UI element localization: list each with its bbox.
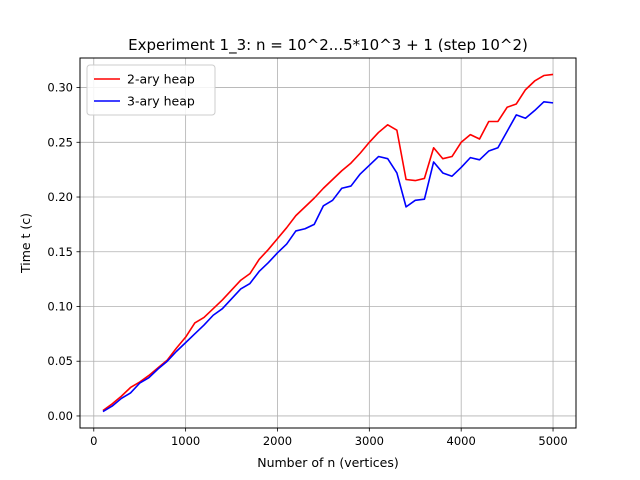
grid — [80, 58, 576, 428]
x-tick-label: 0 — [90, 434, 97, 448]
y-tick-label: 0.15 — [47, 245, 73, 259]
series-line-1 — [102, 73, 554, 412]
x-tick-label: 3000 — [355, 434, 384, 448]
x-tick-label: 4000 — [447, 434, 476, 448]
series-line-2 — [102, 100, 554, 413]
legend-box — [86, 64, 216, 116]
x-tick-label: 1000 — [171, 434, 200, 448]
ticks: 0 1000 2000 3000 4000 5000 0.00 0.05 0.10 0.15 0.2… — [47, 81, 567, 448]
series-lines — [102, 73, 554, 413]
y-tick-label: 0.05 — [47, 354, 73, 368]
plot-frame — [79, 57, 577, 429]
legend-entry-label: 2-ary heap — [127, 72, 195, 87]
y-tick-label: 0.00 — [47, 409, 73, 423]
x-tick-label: 5000 — [538, 434, 567, 448]
chart-title: Experiment 1_3: n = 10^2...5*10^3 + 1 (s… — [128, 36, 528, 55]
y-axis-label: Time t (c) — [18, 213, 33, 274]
y-tick-label: 0.25 — [47, 135, 73, 149]
x-tick-label: 2000 — [263, 434, 292, 448]
y-tick-label: 0.20 — [47, 190, 73, 204]
y-tick-label: 0.10 — [47, 299, 73, 313]
x-axis-label: Number of n (vertices) — [257, 455, 399, 470]
y-tick-label: 0.30 — [47, 81, 73, 95]
legend-entry-label: 3-ary heap — [127, 94, 195, 109]
legend: 2-ary heap 3-ary heap — [86, 64, 216, 116]
